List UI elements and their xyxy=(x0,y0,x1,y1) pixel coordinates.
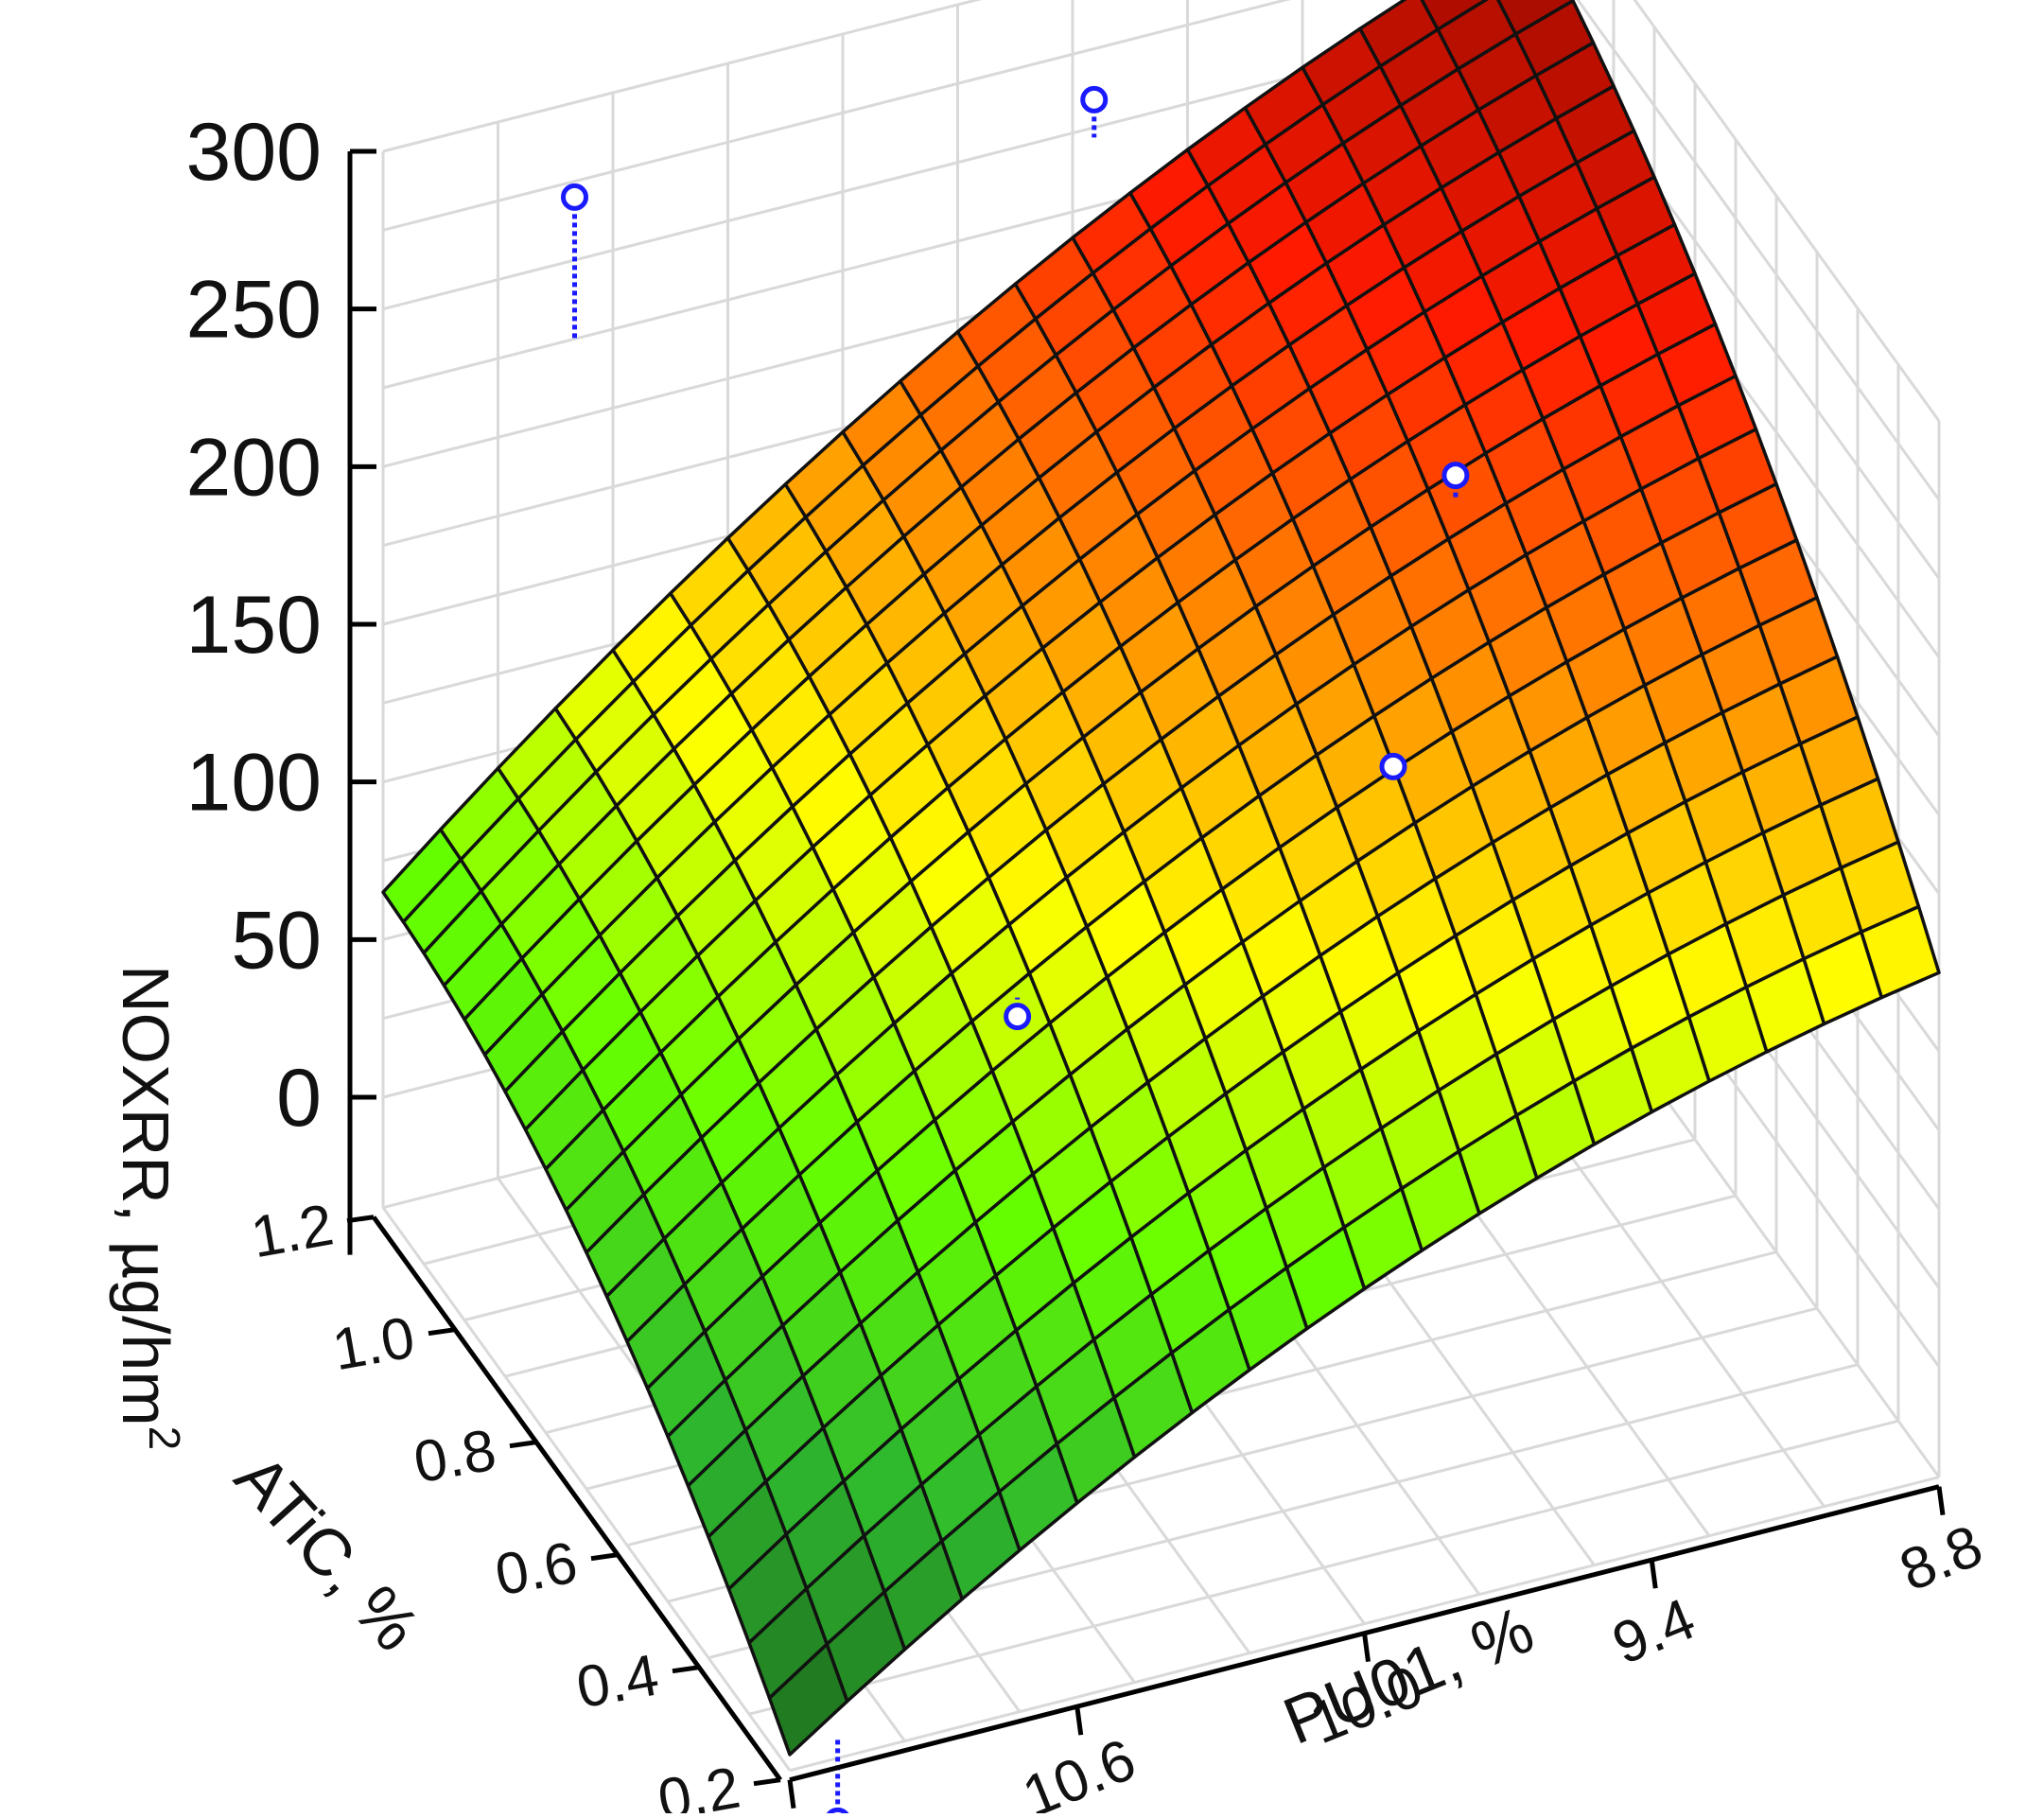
y-tick-mark xyxy=(753,1777,781,1787)
y-axis-label: ATiC, % xyxy=(221,1441,434,1665)
y-tick-label: 0.8 xyxy=(410,1418,501,1496)
x-tick-label: 9.4 xyxy=(1604,1586,1704,1677)
z-tick-label: 50 xyxy=(231,895,322,986)
data-point xyxy=(1080,85,1109,114)
x-axis-label: PU01, % xyxy=(1273,1592,1543,1758)
z-axis-label: NOXRR, µg/hm2 xyxy=(109,965,189,1450)
y-tick-label: 1.0 xyxy=(328,1305,420,1384)
surface-layer xyxy=(381,0,1941,1757)
x-tick-label: 8.8 xyxy=(1891,1513,1991,1604)
data-point xyxy=(1004,1003,1032,1031)
x-tick-mark xyxy=(1362,1633,1371,1662)
z-tick-label: 250 xyxy=(186,265,323,356)
x-tick-mark xyxy=(1074,1705,1084,1736)
z-tick-label: 200 xyxy=(186,422,323,513)
z-tick-label: 0 xyxy=(276,1053,322,1144)
back-wall-grid-line xyxy=(382,0,983,153)
y-tick-label: 0.4 xyxy=(572,1643,664,1722)
right-wall-grid-line xyxy=(1633,0,1941,422)
z-tick-label: 150 xyxy=(186,580,323,671)
z-tick-label: 100 xyxy=(186,738,323,829)
points-layer xyxy=(561,85,1470,1818)
data-point xyxy=(1379,752,1407,780)
data-point xyxy=(561,183,588,211)
y-tick-mark xyxy=(428,1327,456,1337)
z-axis-label-text: NOXRR, µg/hm xyxy=(109,965,183,1426)
y-tick-label: 1.2 xyxy=(247,1193,339,1271)
back-wall-grid-line xyxy=(382,0,1291,232)
y-tick-mark xyxy=(509,1440,537,1449)
y-tick-mark xyxy=(346,1215,375,1224)
data-point xyxy=(1441,462,1470,490)
y-axis-line xyxy=(371,1215,783,1782)
x-tick-mark xyxy=(1936,1486,1946,1515)
surface-cell xyxy=(767,1642,849,1757)
right-wall-grid-line xyxy=(1576,0,1941,501)
x-tick-label: 10.6 xyxy=(1014,1727,1144,1813)
y-tick-mark xyxy=(672,1665,700,1674)
x-tick-mark xyxy=(1649,1559,1658,1589)
z-tick-label: 300 xyxy=(186,107,323,198)
x-tick-mark xyxy=(787,1779,796,1809)
y-tick-label: 0.6 xyxy=(491,1530,583,1609)
z-axis-label-sup: 2 xyxy=(140,1426,189,1451)
y-tick-label: 0.2 xyxy=(654,1756,745,1813)
floor-grid-line xyxy=(789,1476,1940,1773)
floor-grid-line xyxy=(748,1419,1899,1716)
y-tick-mark xyxy=(590,1552,619,1562)
